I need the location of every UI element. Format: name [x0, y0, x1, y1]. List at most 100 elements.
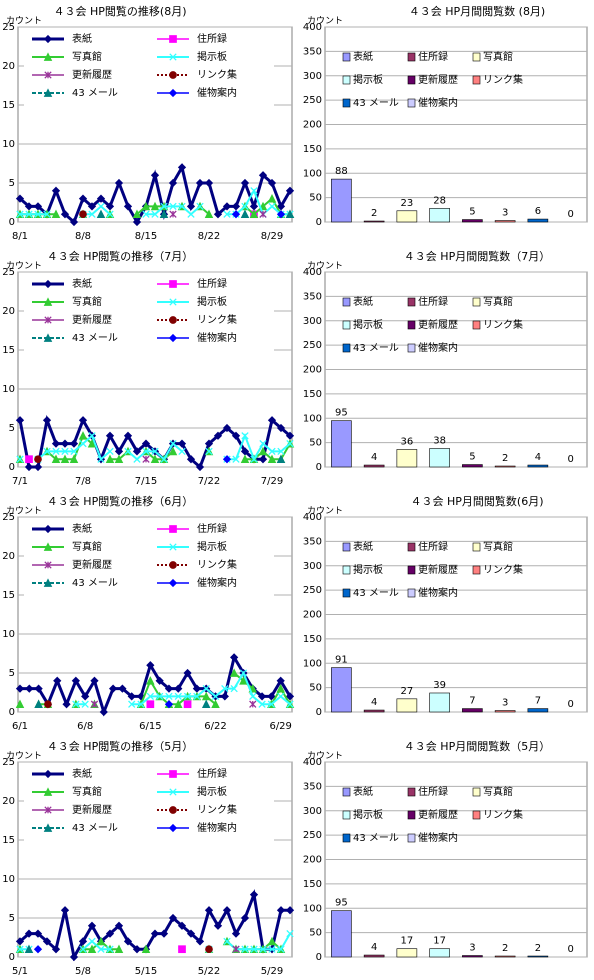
- legend-label: 写真館: [72, 540, 102, 553]
- point-marker: [79, 439, 87, 448]
- point-marker: [230, 653, 239, 662]
- legend-label: リンク集: [483, 563, 523, 576]
- point-marker: [165, 692, 173, 701]
- point-marker: [267, 178, 277, 188]
- data-label: 5: [469, 452, 475, 463]
- bar: [527, 218, 549, 223]
- legend-swatch: [342, 98, 351, 108]
- y-tick-label: 25: [2, 512, 15, 523]
- point-marker: [42, 937, 52, 946]
- point-marker: [69, 217, 79, 227]
- point-marker: [34, 684, 43, 693]
- point-marker: [87, 921, 97, 930]
- point-marker: [132, 217, 142, 227]
- legend-swatch: [342, 343, 351, 353]
- y-tick-label: 5: [9, 668, 15, 679]
- y-tick-label: 400: [303, 267, 322, 278]
- series-line: [75, 670, 291, 706]
- bar: [462, 708, 483, 713]
- legend-label: 43 メール: [353, 588, 399, 599]
- point-marker: [164, 684, 174, 693]
- legend-swatch: [342, 833, 351, 843]
- legend-marker: [168, 578, 178, 588]
- data-label: 91: [335, 655, 348, 666]
- x-tick-label: 8/15: [135, 231, 157, 242]
- point-marker: [268, 945, 276, 953]
- legend-swatch: [342, 320, 351, 330]
- legend-label: 更新履歴: [418, 563, 458, 576]
- y-tick-label: 150: [303, 389, 322, 400]
- point-marker: [87, 944, 97, 954]
- y-tick-label: 400: [303, 757, 322, 768]
- point-marker: [202, 684, 210, 693]
- data-label: 2: [535, 943, 541, 954]
- point-marker: [276, 210, 286, 219]
- point-marker: [15, 194, 25, 203]
- bar: [462, 464, 483, 468]
- x-tick-label: 5/22: [198, 966, 220, 977]
- point-marker: [177, 163, 187, 172]
- legend-label: リンク集: [483, 73, 523, 86]
- point-marker: [267, 936, 277, 946]
- data-label: 6: [535, 206, 541, 217]
- legend-marker: [168, 333, 178, 343]
- point-marker: [177, 439, 187, 448]
- legend-label: 43 メール: [353, 343, 399, 354]
- y-tick-label: 200: [303, 120, 322, 131]
- point-marker: [277, 945, 285, 953]
- bar: [363, 709, 385, 713]
- point-marker: [114, 454, 124, 464]
- point-marker: [43, 447, 51, 456]
- point-marker: [88, 210, 96, 218]
- point-marker: [118, 684, 127, 693]
- legend-label: 表紙: [72, 522, 92, 535]
- y-tick-label: 0: [316, 462, 322, 473]
- legend-swatch: [342, 588, 351, 598]
- point-marker: [222, 455, 232, 464]
- legend-label: 43 メール: [72, 823, 118, 834]
- point-marker: [232, 455, 240, 463]
- x-tick-label: 6/29: [269, 721, 291, 732]
- y-tick-label: 20: [2, 796, 15, 807]
- point-marker: [240, 454, 250, 464]
- x-tick-label: 6/1: [12, 721, 28, 732]
- point-marker: [213, 921, 223, 930]
- legend-marker: [43, 34, 53, 44]
- bar: [396, 698, 418, 713]
- point-marker: [51, 186, 61, 195]
- data-label: 0: [567, 454, 573, 465]
- legend-marker: [169, 298, 177, 306]
- legend-label: 写真館: [483, 540, 513, 553]
- point-marker: [229, 668, 239, 677]
- data-label: 0: [567, 944, 573, 955]
- legend-label: 43 メール: [72, 333, 118, 344]
- y-axis-label: カウント: [6, 506, 42, 517]
- legend-swatch: [407, 565, 416, 575]
- legend-marker: [44, 561, 52, 569]
- legend-label: 43 メール: [353, 833, 399, 844]
- legend-label: 催物案内: [418, 341, 458, 354]
- point-marker: [231, 431, 241, 440]
- point-marker: [62, 700, 71, 709]
- point-marker: [193, 692, 201, 701]
- point-marker: [285, 906, 295, 915]
- y-axis-label: カウント: [307, 751, 343, 762]
- x-tick-label: 6/15: [139, 721, 161, 732]
- y-tick-label: 10: [2, 629, 15, 640]
- point-marker: [276, 906, 286, 915]
- data-label: 88: [335, 166, 348, 177]
- point-marker: [160, 455, 168, 463]
- legend-label: 住所録: [418, 540, 448, 553]
- legend-swatch: [407, 52, 416, 62]
- y-tick-label: 300: [303, 561, 322, 572]
- point-marker: [34, 699, 43, 709]
- point-marker: [222, 202, 232, 211]
- point-marker: [169, 439, 177, 448]
- point-marker: [183, 668, 192, 678]
- legend-marker: [169, 316, 177, 324]
- point-marker: [204, 906, 214, 915]
- point-marker: [195, 462, 205, 472]
- point-marker: [25, 210, 33, 218]
- point-marker: [249, 209, 259, 219]
- point-marker: [183, 692, 192, 701]
